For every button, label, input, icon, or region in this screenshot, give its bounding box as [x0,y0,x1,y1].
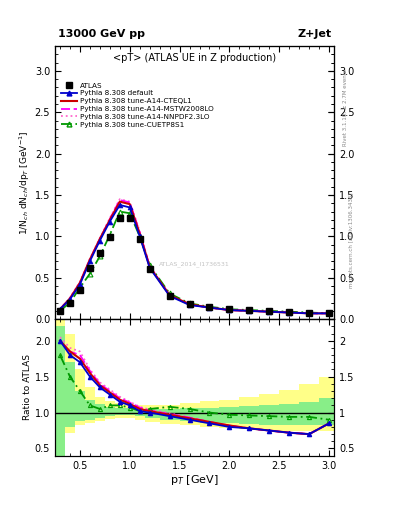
Text: <pT> (ATLAS UE in Z production): <pT> (ATLAS UE in Z production) [113,53,276,63]
Legend: ATLAS, Pythia 8.308 default, Pythia 8.308 tune-A14-CTEQL1, Pythia 8.308 tune-A14: ATLAS, Pythia 8.308 default, Pythia 8.30… [61,82,214,128]
Text: Rivet 3.1.10, ≥ 2.7M events: Rivet 3.1.10, ≥ 2.7M events [343,69,348,146]
X-axis label: p$_T$ [GeV]: p$_T$ [GeV] [170,473,219,487]
Y-axis label: 1/N$_{ch}$ dN$_{ch}$/dp$_T$ [GeV$^{-1}$]: 1/N$_{ch}$ dN$_{ch}$/dp$_T$ [GeV$^{-1}$] [17,131,32,235]
Text: Z+Jet: Z+Jet [297,29,331,39]
Text: mcplots.cern.ch [arXiv:1306.3436]: mcplots.cern.ch [arXiv:1306.3436] [349,193,354,288]
Y-axis label: Ratio to ATLAS: Ratio to ATLAS [23,354,32,420]
Text: ATLAS_2014_I1736531: ATLAS_2014_I1736531 [159,262,230,267]
Text: 13000 GeV pp: 13000 GeV pp [58,29,145,39]
